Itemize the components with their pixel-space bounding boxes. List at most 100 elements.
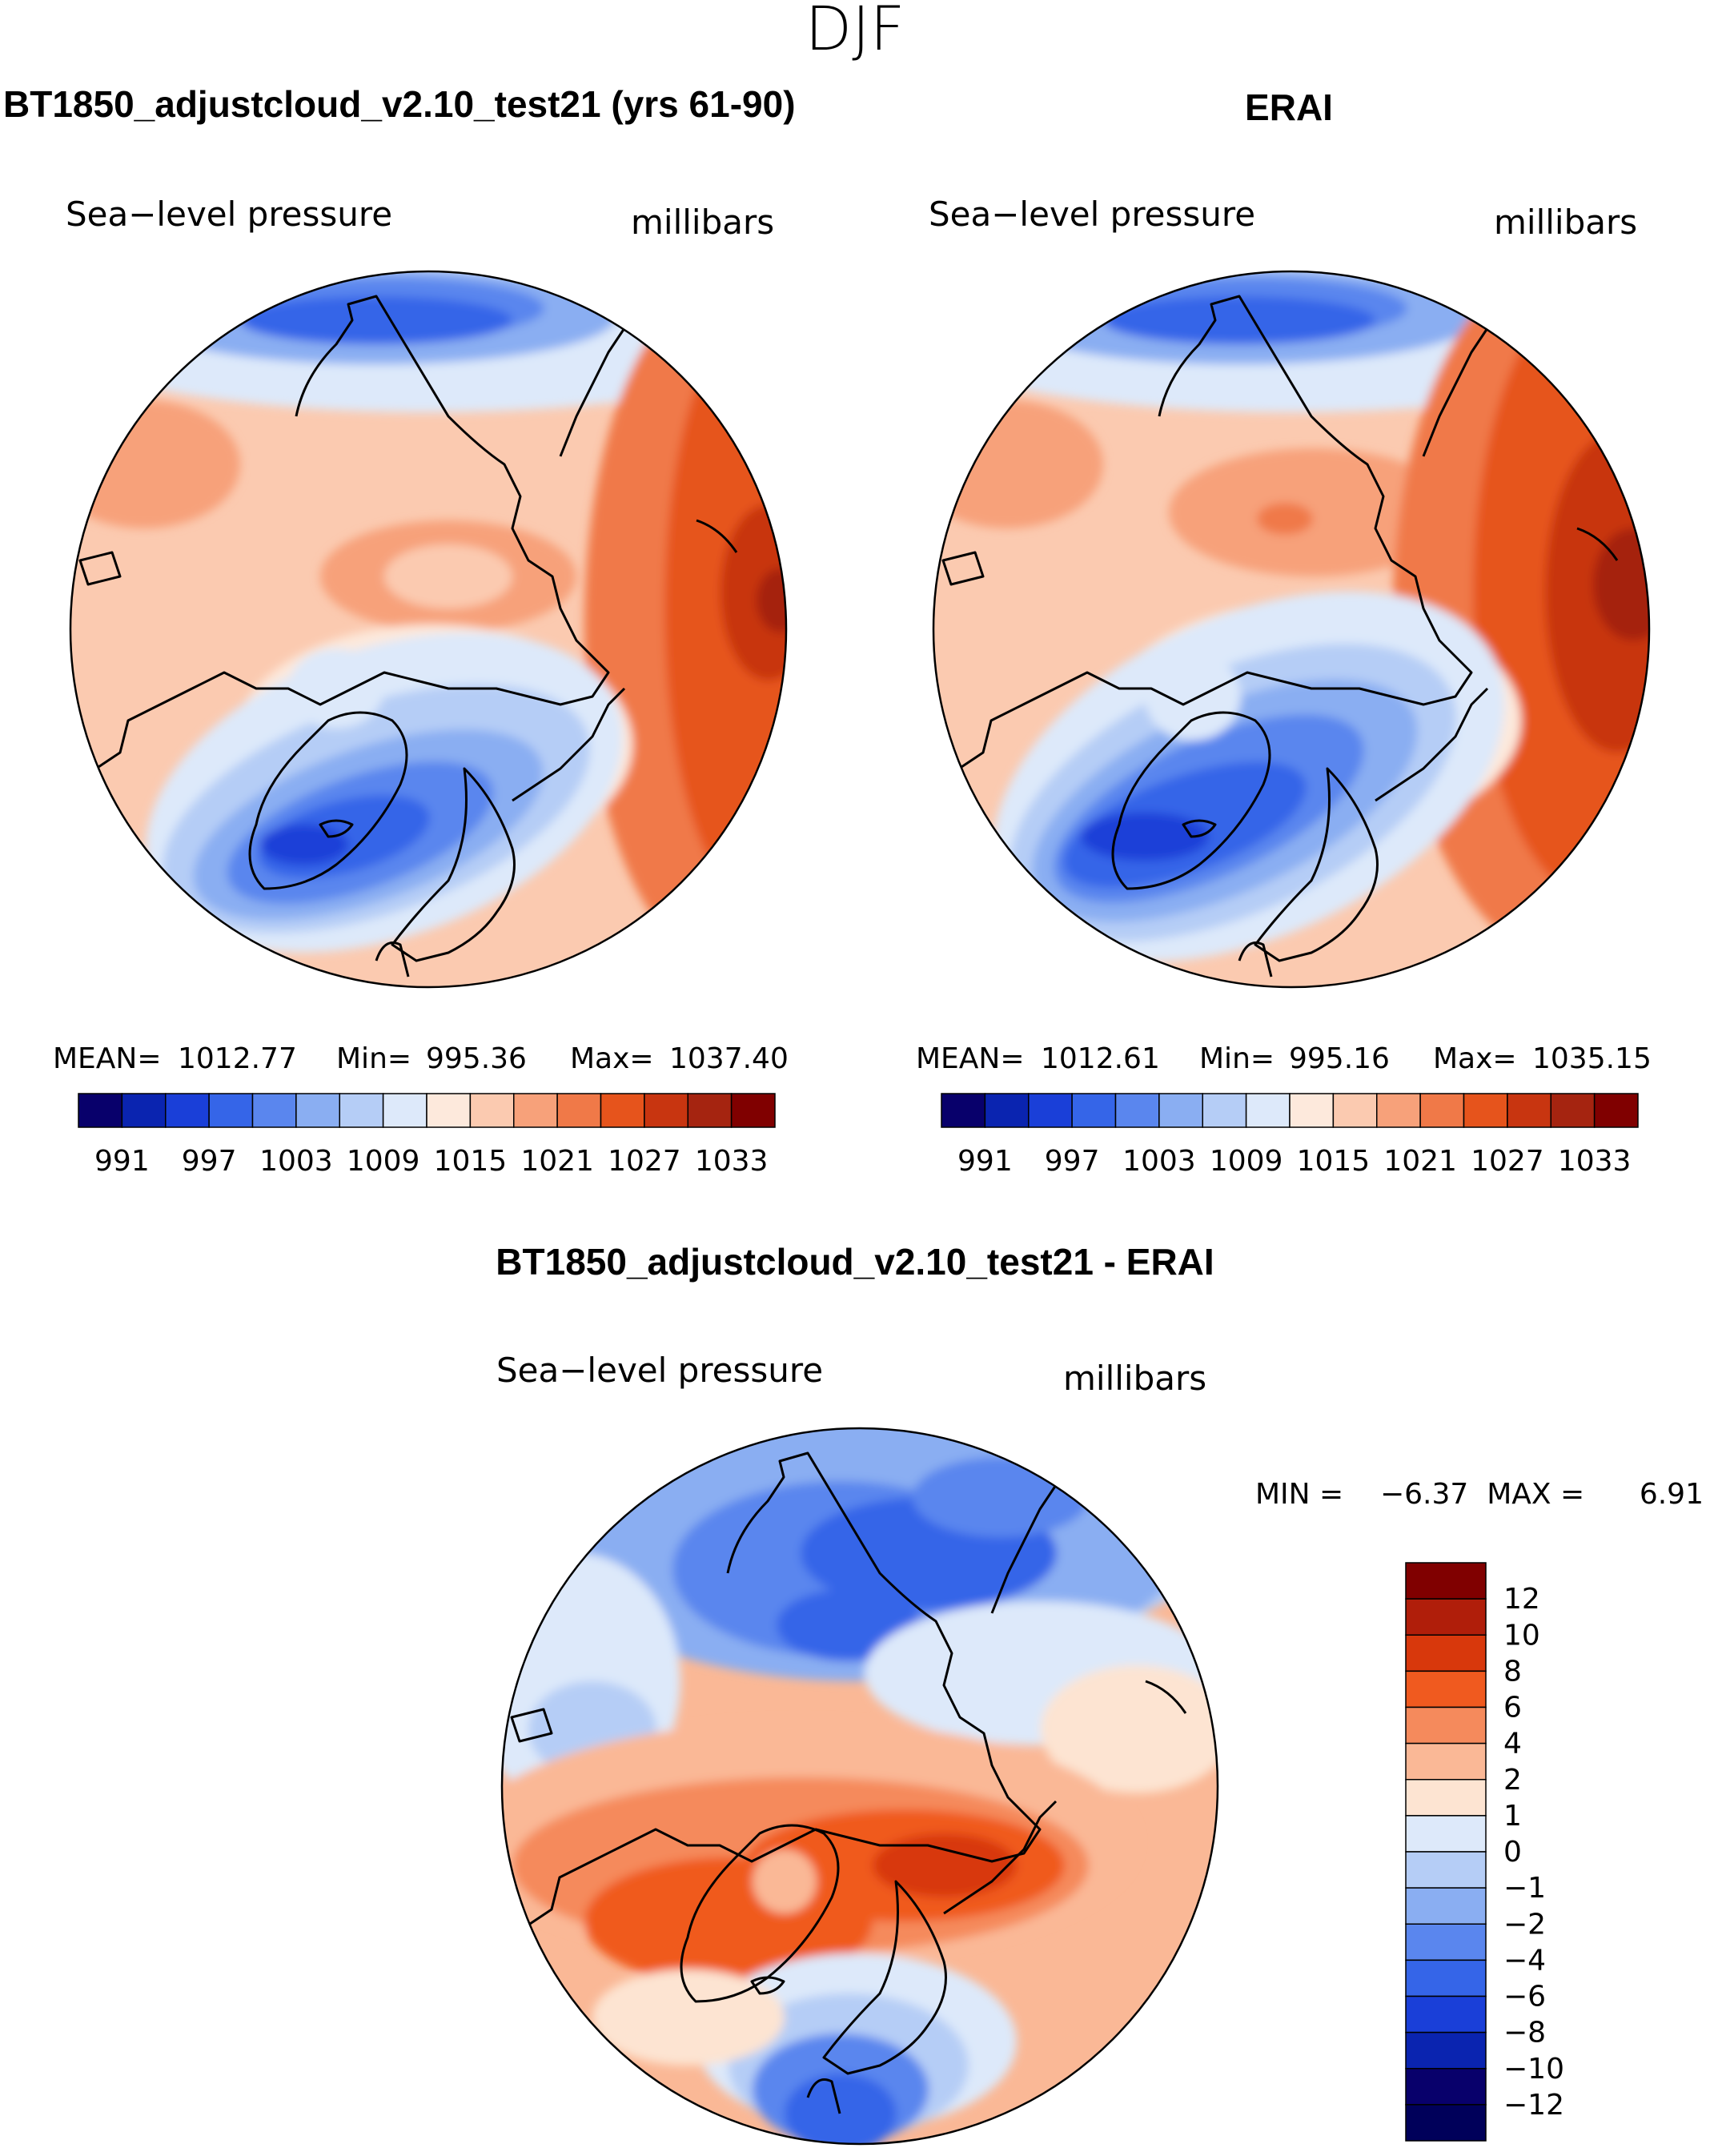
panel-difference-variable-label: Sea−level pressure xyxy=(496,1351,823,1390)
panel-difference-colorbar-swatch xyxy=(1405,1779,1487,1817)
panel-difference-colorbar-swatch xyxy=(1405,1923,1487,1961)
panel-difference-colorbar-tick-label: 0 xyxy=(1503,1836,1522,1869)
panel-erai-colorbar-tick-label: 1015 xyxy=(1297,1145,1371,1178)
panel-model-colorbar-swatch xyxy=(165,1093,210,1128)
panel-erai-colorbar-swatch xyxy=(1158,1093,1203,1128)
panel-erai-colorbar-swatch xyxy=(1245,1093,1291,1128)
panel-model-colorbar-swatch xyxy=(426,1093,472,1128)
panel-difference-colorbar-swatch xyxy=(1405,1742,1487,1781)
panel-erai-colorbar-tick-label: 991 xyxy=(957,1145,1013,1178)
panel-difference-colorbar-swatch xyxy=(1405,1634,1487,1672)
panel-model-colorbar-swatch xyxy=(251,1093,297,1128)
panel-model-colorbar-swatch xyxy=(295,1093,340,1128)
panel-difference-title: BT1850_adjustcloud_v2.10_test21 - ERAI xyxy=(496,1241,1214,1283)
panel-model-min-label: Min= xyxy=(336,1042,411,1075)
panel-model-max-value: 1037.40 xyxy=(669,1042,789,1075)
panel-difference-colorbar-swatch xyxy=(1405,2104,1487,2142)
panel-difference-colorbar-swatch xyxy=(1405,1887,1487,1925)
panel-difference-minmax: MIN = −6.37 MAX = 6.91 xyxy=(1255,1478,1704,1511)
panel-erai-colorbar-swatch xyxy=(1550,1093,1596,1128)
panel-erai-colorbar-swatch xyxy=(941,1093,986,1128)
panel-model-colorbar-swatch xyxy=(556,1093,602,1128)
panel-erai-max-value: 1035.15 xyxy=(1532,1042,1652,1075)
panel-difference-colorbar-tick-label: 2 xyxy=(1503,1764,1522,1797)
panel-erai-map xyxy=(933,271,1649,987)
panel-erai-colorbar-swatch xyxy=(1071,1093,1117,1128)
panel-model-colorbar-swatch xyxy=(382,1093,428,1128)
panel-difference-colorbar-tick-label: 6 xyxy=(1503,1692,1522,1724)
panel-erai-colorbar-swatch xyxy=(1028,1093,1073,1128)
panel-erai-colorbar-swatch xyxy=(1114,1093,1160,1128)
panel-erai-mean-label: MEAN= xyxy=(916,1042,1025,1075)
panel-model-colorbar-tick-label: 1015 xyxy=(434,1145,508,1178)
figure-suptitle: DJF xyxy=(805,0,905,64)
panel-model-colorbar-swatch xyxy=(78,1093,123,1128)
panel-erai-colorbar-tick-label: 1033 xyxy=(1558,1145,1632,1178)
panel-erai-colorbar-swatch xyxy=(1593,1093,1639,1128)
panel-difference-colorbar-swatch xyxy=(1405,2031,1487,2070)
panel-model-colorbar-tick-label: 997 xyxy=(182,1145,237,1178)
panel-erai-title: ERAI xyxy=(1245,86,1333,128)
panel-erai-colorbar-tick-label: 997 xyxy=(1045,1145,1100,1178)
panel-model-colorbar-swatch xyxy=(339,1093,384,1128)
panel-model-min-value: 995.36 xyxy=(426,1042,527,1075)
panel-difference-colorbar-tick-label: 12 xyxy=(1503,1583,1540,1616)
panel-difference-map-border xyxy=(500,1427,1219,2146)
panel-model-colorbar-swatch xyxy=(513,1093,558,1128)
panel-erai-map-border xyxy=(932,270,1651,989)
panel-model-colorbar-swatch xyxy=(600,1093,645,1128)
panel-erai-variable-label: Sea−level pressure xyxy=(929,195,1255,234)
panel-model-colorbar-swatch xyxy=(730,1093,776,1128)
panel-erai-colorbar-tick-label: 1021 xyxy=(1383,1145,1457,1178)
panel-difference-colorbar-tick-label: 4 xyxy=(1503,1728,1522,1761)
panel-difference-colorbar-swatch xyxy=(1405,1598,1487,1636)
panel-erai-min-value: 995.16 xyxy=(1289,1042,1390,1075)
panel-difference-colorbar-tick-label: 10 xyxy=(1503,1619,1540,1652)
panel-difference-units-label: millibars xyxy=(1063,1359,1206,1398)
panel-difference-colorbar-tick-label: −2 xyxy=(1503,1908,1546,1941)
panel-model-colorbar: 991 997 1003 1009 1015 1021 1027 1033 xyxy=(78,1093,776,1178)
panel-erai-units-label: millibars xyxy=(1494,203,1637,242)
panel-difference-colorbar-tick-label: −6 xyxy=(1503,1981,1546,2013)
panel-model-colorbar-swatch xyxy=(121,1093,167,1128)
panel-model-variable-label: Sea−level pressure xyxy=(66,195,392,234)
panel-erai-colorbar-swatch xyxy=(1202,1093,1247,1128)
panel-difference-colorbar-swatch xyxy=(1405,1670,1487,1708)
panel-difference-colorbar-tick-label: −8 xyxy=(1503,2017,1546,2050)
panel-model-colorbar-tick-label: 1033 xyxy=(695,1145,769,1178)
panel-erai-colorbar-tick-label: 1003 xyxy=(1122,1145,1196,1178)
panel-model-mean-value: 1012.77 xyxy=(178,1042,297,1075)
panel-erai-colorbar-tick-label: 1009 xyxy=(1210,1145,1283,1178)
panel-model-mean-label: MEAN= xyxy=(53,1042,162,1075)
panel-difference-colorbar-swatch xyxy=(1405,1995,1487,2034)
panel-model-colorbar-tick-label: 1003 xyxy=(259,1145,333,1178)
panel-erai-colorbar-swatch xyxy=(1463,1093,1508,1128)
panel-difference-colorbar-tick-label: −12 xyxy=(1503,2089,1564,2122)
panel-model-colorbar-tick-label: 1009 xyxy=(347,1145,420,1178)
panel-erai-colorbar: 991 997 1003 1009 1015 1021 1027 1033 xyxy=(941,1093,1639,1178)
panel-erai-max-label: Max= xyxy=(1433,1042,1517,1075)
panel-difference-colorbar-tick-label: −1 xyxy=(1503,1872,1546,1905)
panel-model: BT1850_adjustcloud_v2.10_test21 (yrs 61-… xyxy=(3,83,796,1178)
panel-erai: ERAI Sea−level pressure millibars xyxy=(916,86,1652,1178)
panel-erai-colorbar-swatch xyxy=(1376,1093,1421,1128)
panel-model-colorbar-tick-label: 1021 xyxy=(520,1145,594,1178)
panel-difference-colorbar-swatch xyxy=(1405,1706,1487,1744)
panel-erai-colorbar-swatch xyxy=(984,1093,1030,1128)
panel-model-max-label: Max= xyxy=(570,1042,654,1075)
panel-erai-colorbar-swatch xyxy=(1289,1093,1335,1128)
panel-difference-colorbar-tick-label: −10 xyxy=(1503,2053,1564,2086)
panel-difference: BT1850_adjustcloud_v2.10_test21 - ERAI S… xyxy=(496,1241,1704,2146)
panel-erai-colorbar-swatch xyxy=(1332,1093,1378,1128)
panel-model-units-label: millibars xyxy=(631,203,774,242)
panel-model-colorbar-swatch xyxy=(208,1093,254,1128)
panel-erai-colorbar-swatch xyxy=(1419,1093,1465,1128)
panel-difference-colorbar-tick-label: 8 xyxy=(1503,1655,1522,1688)
panel-model-map xyxy=(70,271,786,987)
panel-model-colorbar-tick-label: 991 xyxy=(94,1145,150,1178)
panel-model-colorbar-swatch xyxy=(469,1093,515,1128)
panel-model-title: BT1850_adjustcloud_v2.10_test21 (yrs 61-… xyxy=(3,83,796,125)
panel-erai-mean-value: 1012.61 xyxy=(1041,1042,1160,1075)
